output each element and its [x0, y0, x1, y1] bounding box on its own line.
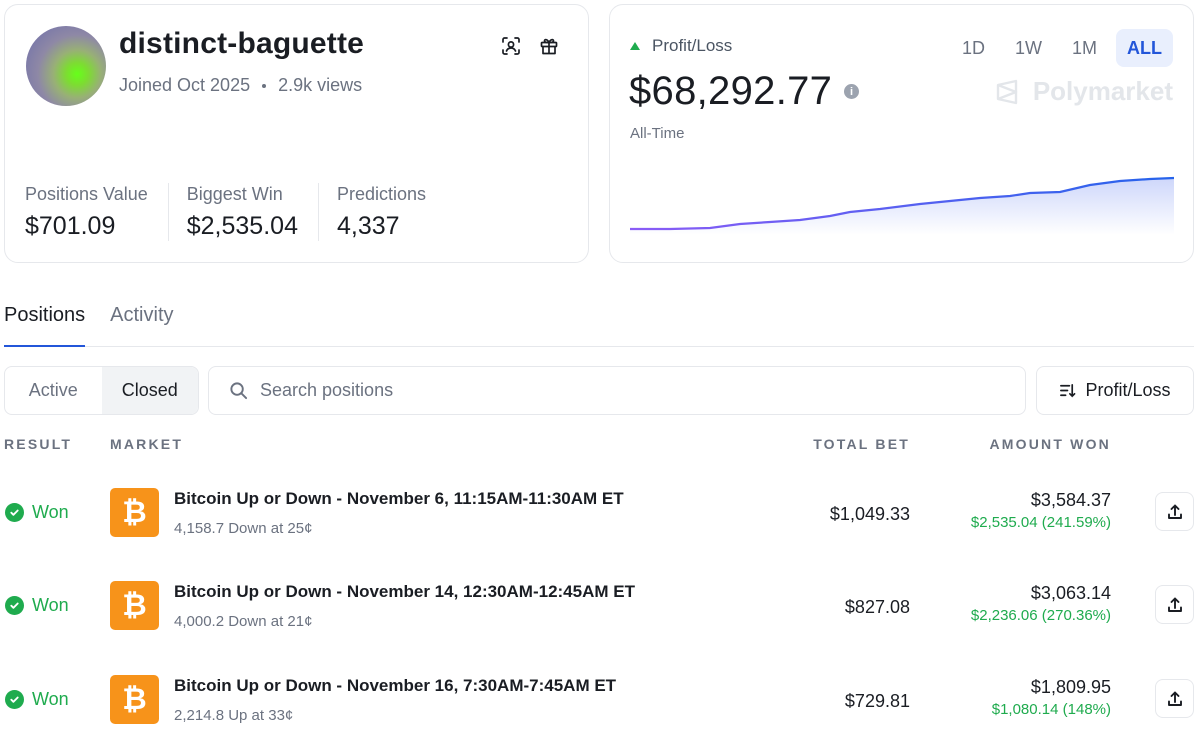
check-circle-icon: [5, 502, 24, 522]
profit-percent: $2,535.04 (241.59%): [970, 514, 1111, 531]
brand-name: Polymarket: [1032, 76, 1173, 106]
search-box: [208, 366, 1026, 415]
profit-percent: $1,080.14 (148%): [991, 701, 1111, 718]
check-circle-icon: [5, 689, 24, 709]
profit-loss-card: Profit/Loss $68,292.77 i All-Time 1D 1W …: [609, 4, 1194, 263]
stat-label: Positions Value: [25, 184, 148, 204]
pnl-label-text: Profit/Loss: [652, 36, 733, 55]
market-position: 4,000.2 Down at 21¢: [174, 613, 313, 630]
table-row[interactable]: Won ₿ Bitcoin Up or Down - November 6, 1…: [0, 486, 1200, 580]
stat-value: $2,535.04: [186, 212, 298, 240]
range-tab-all[interactable]: ALL: [1116, 29, 1173, 67]
bitcoin-icon: ₿: [110, 675, 159, 724]
status-toggle: Active Closed: [4, 366, 199, 415]
check-circle-icon: [5, 595, 24, 615]
avatar: [26, 26, 106, 106]
search-input[interactable]: [260, 380, 960, 401]
share-button[interactable]: [1155, 492, 1194, 531]
share-icon: [1167, 504, 1182, 519]
amount-won: $3,584.37: [1030, 490, 1111, 510]
profile-meta: Joined Oct 2025 2.9k views: [119, 75, 362, 96]
header-market: MARKET: [110, 436, 184, 452]
market-title[interactable]: Bitcoin Up or Down - November 16, 7:30AM…: [174, 676, 617, 695]
result-badge: Won: [5, 673, 69, 725]
scan-icon[interactable]: [499, 34, 523, 58]
table-row[interactable]: Won ₿ Bitcoin Up or Down - November 16, …: [0, 673, 1200, 738]
result-text: Won: [32, 501, 69, 522]
market-position: 4,158.7 Down at 25¢: [174, 520, 313, 537]
tab-activity[interactable]: Activity: [110, 304, 174, 326]
stat-label: Predictions: [336, 184, 427, 204]
share-button[interactable]: [1155, 585, 1194, 624]
positions-tabs: Positions Activity: [4, 302, 1194, 347]
separator-dot: [262, 83, 267, 88]
info-icon[interactable]: i: [844, 84, 860, 99]
pnl-label: Profit/Loss: [630, 36, 732, 56]
bitcoin-icon: ₿: [110, 488, 159, 537]
result-text: Won: [32, 594, 69, 615]
polymarket-logo-icon: [996, 79, 1018, 104]
filter-closed[interactable]: Closed: [101, 367, 198, 414]
share-button[interactable]: [1155, 679, 1194, 718]
username: distinct-baguette: [119, 27, 365, 60]
result-badge: Won: [5, 486, 69, 538]
joined-date: Joined Oct 2025: [119, 75, 251, 95]
result-text: Won: [32, 688, 69, 709]
pnl-chart: [630, 176, 1174, 235]
total-bet: $729.81: [844, 691, 910, 711]
amount-won: $3,063.14: [1030, 583, 1111, 603]
stat-label: Biggest Win: [186, 184, 283, 204]
stat-value: 4,337: [336, 212, 400, 240]
result-badge: Won: [5, 579, 69, 631]
header-total-bet: TOTAL BET: [813, 436, 910, 452]
sort-icon: [1060, 383, 1076, 398]
range-tab-1d[interactable]: 1D: [961, 37, 985, 58]
header-result: RESULT: [4, 436, 73, 452]
pnl-value: $68,292.77 i: [629, 69, 860, 114]
range-tabs: 1D 1W 1M ALL: [951, 29, 1173, 67]
stat-predictions: Predictions 4,337: [337, 183, 446, 241]
sort-label: Profit/Loss: [1085, 380, 1171, 400]
pnl-period: All-Time: [630, 125, 685, 142]
market-title[interactable]: Bitcoin Up or Down - November 14, 12:30A…: [174, 582, 635, 601]
share-icon: [1167, 597, 1182, 612]
header-amount-won: AMOUNT WON: [989, 436, 1111, 452]
profile-card: distinct-baguette Joined Oct 2025 2.9k v…: [4, 4, 589, 263]
table-row[interactable]: Won ₿ Bitcoin Up or Down - November 14, …: [0, 579, 1200, 673]
pnl-chart-line: [630, 176, 1174, 231]
up-triangle-icon: [630, 42, 640, 50]
pnl-amount: $68,292.77: [629, 69, 833, 113]
total-bet: $827.08: [844, 597, 910, 617]
bitcoin-icon: ₿: [110, 581, 159, 630]
stat-value: $701.09: [25, 212, 116, 240]
tab-positions[interactable]: Positions: [4, 302, 86, 347]
filter-active[interactable]: Active: [28, 380, 78, 400]
share-icon: [1167, 691, 1182, 706]
sort-button[interactable]: Profit/Loss: [1036, 366, 1194, 415]
view-count: 2.9k views: [278, 75, 363, 95]
market-title[interactable]: Bitcoin Up or Down - November 6, 11:15AM…: [174, 489, 624, 508]
total-bet: $1,049.33: [829, 504, 910, 524]
range-tab-1m[interactable]: 1M: [1071, 37, 1097, 58]
market-position: 2,214.8 Up at 33¢: [174, 707, 294, 724]
profit-percent: $2,236.06 (270.36%): [970, 607, 1111, 624]
amount-won: $1,809.95: [1030, 677, 1111, 697]
search-icon: [230, 382, 248, 400]
range-tab-1w[interactable]: 1W: [1014, 37, 1042, 58]
gift-icon[interactable]: [537, 34, 561, 58]
polymarket-watermark: Polymarket: [995, 76, 1173, 107]
stat-biggest-win: Biggest Win $2,535.04: [187, 183, 319, 241]
profile-stats: Positions Value $701.09 Biggest Win $2,5…: [25, 183, 446, 241]
stat-positions-value: Positions Value $701.09: [25, 183, 169, 241]
